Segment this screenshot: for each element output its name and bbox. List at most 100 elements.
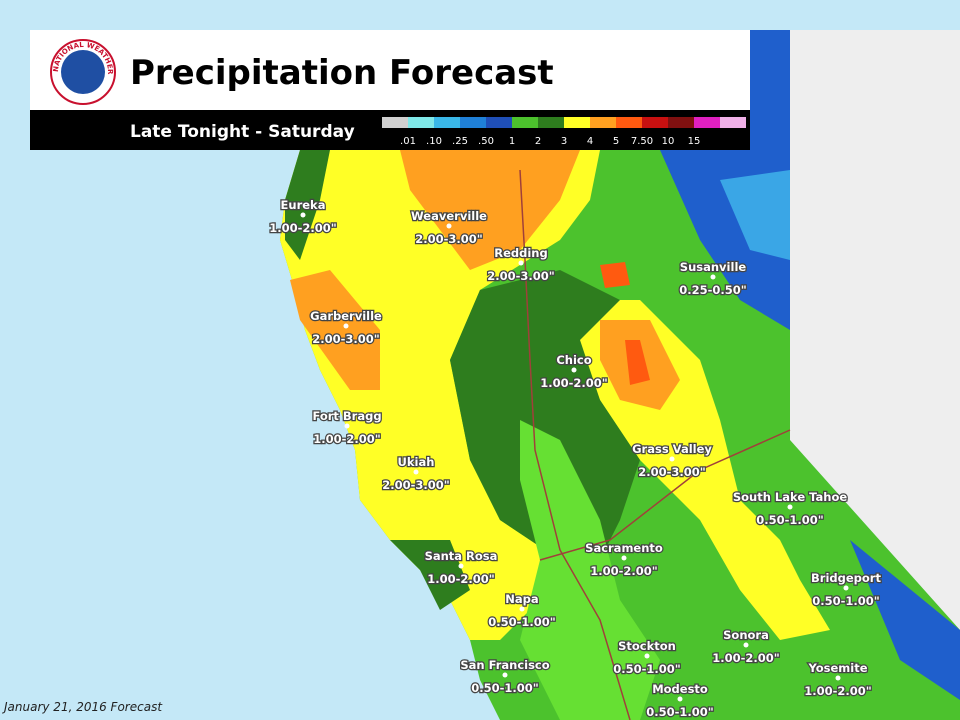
city-name: Garberville (310, 309, 382, 323)
city-name: Napa (505, 592, 538, 606)
highways (519, 169, 791, 720)
legend-label: 5 (613, 136, 619, 147)
legend-label: 4 (587, 136, 593, 147)
legend-swatch (642, 117, 668, 128)
city-name: Yosemite (807, 661, 867, 675)
blue-east-sierra (850, 540, 960, 700)
header-box (30, 30, 750, 110)
city-amount: 1.00-2.00" (540, 376, 608, 390)
legend-swatch (538, 117, 564, 128)
city-dot (458, 563, 464, 569)
subtitle: Late Tonight - Saturday (130, 122, 355, 142)
legend-swatch (694, 117, 720, 128)
city-dot (502, 672, 508, 678)
legend-label: 10 (662, 136, 675, 147)
legend-label: .50 (478, 136, 494, 147)
city-name: Grass Valley (632, 442, 712, 456)
city-name: San Francisco (460, 658, 549, 672)
city-amount: 2.00-3.00" (638, 465, 706, 479)
city-amount: 1.00-2.00" (427, 572, 495, 586)
legend-swatch (564, 117, 590, 128)
legend-label: .25 (452, 136, 468, 147)
legend-label: .10 (426, 136, 442, 147)
light-green-valley (520, 420, 660, 720)
footer: January 21, 2016 Forecast (2, 700, 163, 714)
city-name: Fort Bragg (312, 409, 381, 423)
city-dot (621, 555, 627, 561)
legend-swatch (512, 117, 538, 128)
legend-label: 15 (688, 136, 701, 147)
cities: Eureka 1.00-2.00" Weaverville 2.00-3.00" Red… (268, 197, 883, 720)
legend: .01 .10 .25 .50 1 2 3 4 5 7.50 10 15 (382, 117, 746, 147)
orange-north (400, 150, 580, 270)
city-name: Chico (556, 353, 591, 367)
city-dot (571, 367, 577, 373)
city-name: Ukiah (398, 455, 435, 469)
city-name: Susanville (680, 260, 747, 274)
city-dot (743, 642, 749, 648)
light-blue-northeast (720, 170, 790, 260)
legend-label: 2 (535, 136, 541, 147)
legend-swatch (460, 117, 486, 128)
city-dot (787, 504, 793, 510)
city-amount: 1.00-2.00" (269, 221, 337, 235)
city-amount: 0.25-0.50" (679, 283, 747, 297)
legend-label: 3 (561, 136, 567, 147)
city-dot (644, 653, 650, 659)
subtitle-bar (30, 110, 750, 150)
legend-label: .01 (400, 136, 416, 147)
city-dot (343, 323, 349, 329)
city-name: Stockton (618, 639, 676, 653)
city-name: Modesto (652, 682, 708, 696)
legend-swatch (434, 117, 460, 128)
legend-label: 1 (509, 136, 515, 147)
legend-swatch (616, 117, 642, 128)
city-name: Sonora (723, 628, 769, 642)
city-name: Sacramento (585, 541, 663, 555)
orange-coast (290, 270, 380, 390)
dark-green-coast (285, 150, 330, 260)
dark-green-valley (450, 270, 640, 560)
city-dot (446, 223, 452, 229)
city-dot (669, 456, 675, 462)
city-amount: 0.50-1.00" (488, 615, 556, 629)
city-dot (677, 696, 683, 702)
red-spot (600, 262, 630, 288)
city-amount: 2.00-3.00" (312, 332, 380, 346)
legend-swatch (382, 117, 408, 128)
legend-swatch (408, 117, 434, 128)
city-dot (344, 423, 350, 429)
city-name: Redding (494, 246, 547, 260)
legend-label: 7.50 (631, 136, 653, 147)
city-dot (710, 274, 716, 280)
legend-swatch (720, 117, 746, 128)
city-amount: 1.00-2.00" (712, 651, 780, 665)
city-name: South Lake Tahoe (733, 490, 847, 504)
city-dot (519, 606, 525, 612)
red-chico (625, 340, 650, 385)
legend-swatch (668, 117, 694, 128)
legend-swatch (486, 117, 512, 128)
title: Precipitation Forecast (130, 53, 554, 93)
city-name: Eureka (281, 198, 326, 212)
city-amount: 0.50-1.00" (471, 681, 539, 695)
city-dot (518, 260, 524, 266)
city-dot (300, 212, 306, 218)
city-name: Bridgeport (811, 571, 881, 585)
city-amount: 2.00-3.00" (415, 232, 483, 246)
city-name: Weaverville (411, 209, 487, 223)
city-amount: 0.50-1.00" (756, 513, 824, 527)
legend-swatch (590, 117, 616, 128)
dark-green-bay (390, 540, 470, 610)
city-amount: 2.00-3.00" (382, 478, 450, 492)
city-amount: 1.00-2.00" (590, 564, 658, 578)
city-dot (843, 585, 849, 591)
nevada (790, 30, 960, 630)
city-name: Santa Rosa (425, 549, 498, 563)
city-amount: 1.00-2.00" (313, 432, 381, 446)
city-amount: 0.50-1.00" (812, 594, 880, 608)
city-amount: 0.50-1.00" (646, 705, 714, 719)
city-dot (413, 469, 419, 475)
city-dot (835, 675, 841, 681)
yellow-coast (280, 150, 600, 640)
